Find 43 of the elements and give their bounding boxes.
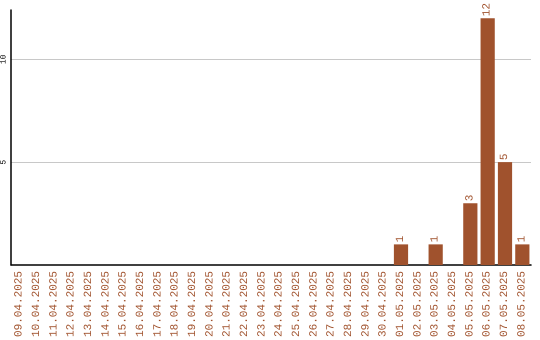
x-tick-label: 05.05.2025 [464, 270, 476, 338]
x-tick-label: 03.05.2025 [430, 270, 442, 338]
y-tick-label: 10 [0, 54, 8, 64]
x-tick-label: 12.04.2025 [66, 270, 78, 338]
x-tick-label: 23.04.2025 [256, 270, 268, 338]
x-tick-label: 13.04.2025 [83, 270, 95, 338]
bar [498, 162, 512, 265]
x-tick-label: 09.04.2025 [14, 270, 26, 338]
bar [428, 244, 443, 265]
x-tick-label: 28.04.2025 [343, 270, 355, 338]
x-tick-label: 07.05.2025 [499, 270, 511, 338]
data-label: 12 [482, 3, 494, 16]
x-tick-label: 24.04.2025 [274, 270, 286, 338]
x-tick-label: 08.05.2025 [516, 270, 528, 338]
x-tick-label: 02.05.2025 [412, 270, 424, 338]
x-tick-label: 22.04.2025 [239, 270, 251, 338]
x-tick-label: 11.04.2025 [48, 270, 60, 338]
x-tick-label: 20.04.2025 [204, 270, 216, 338]
x-tick-label: 29.04.2025 [360, 270, 372, 338]
x-tick-label: 06.05.2025 [482, 270, 494, 338]
x-tick-label: 18.04.2025 [170, 270, 182, 338]
x-tick-label: 04.05.2025 [447, 270, 459, 338]
data-label: 5 [499, 154, 511, 160]
bar [394, 244, 408, 265]
x-tick-label: 21.04.2025 [222, 270, 234, 338]
x-tick-label: 25.04.2025 [291, 270, 303, 338]
x-tick-label: 17.04.2025 [152, 270, 164, 338]
x-tick-label: 16.04.2025 [135, 270, 147, 338]
bar [480, 18, 495, 265]
x-tick-label: 19.04.2025 [187, 270, 199, 338]
bar [463, 203, 478, 265]
x-tick-label: 10.04.2025 [31, 270, 43, 338]
x-tick-label: 01.05.2025 [395, 270, 407, 338]
data-label: 3 [464, 194, 476, 202]
x-tick-label: 26.04.2025 [308, 270, 320, 338]
x-tick-label: 15.04.2025 [118, 270, 130, 338]
data-label: 1 [516, 235, 528, 242]
x-tick-label: 14.04.2025 [100, 270, 112, 338]
data-label: 1 [395, 235, 407, 242]
x-tick-label: 27.04.2025 [326, 270, 338, 338]
x-tick-label: 30.04.2025 [378, 270, 390, 338]
data-label: 1 [430, 235, 442, 242]
bar [515, 244, 530, 265]
